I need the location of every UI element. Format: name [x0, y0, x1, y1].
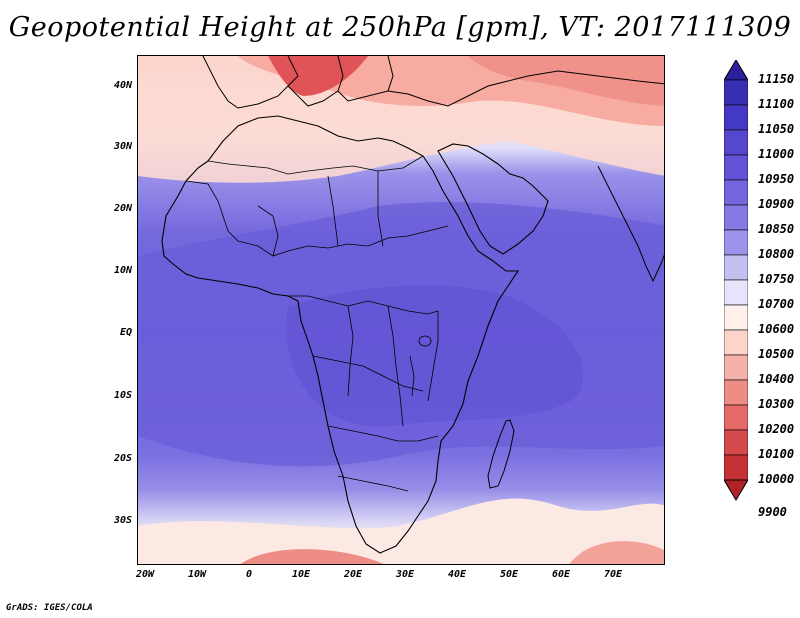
colorbar-label: 9900	[758, 505, 787, 519]
lake-victoria	[418, 335, 432, 347]
lat-label-20n: 20N	[113, 203, 132, 214]
colorbar-label: 10100	[758, 447, 795, 461]
colorbar-label: 10800	[758, 247, 795, 261]
colorbar-swatch	[723, 204, 749, 231]
lon-label-40e: 40E	[447, 569, 467, 580]
lat-label-30s: 30S	[113, 515, 132, 526]
colorbar-swatch	[723, 229, 749, 256]
field-contour-south-core	[240, 549, 384, 564]
colorbar-label: 10700	[758, 297, 795, 311]
chart-title: Geopotential Height at 250hPa [gpm], VT:…	[8, 12, 792, 43]
lon-label-70e: 70E	[603, 569, 623, 580]
madagascar-coastline	[487, 419, 515, 489]
grads-credit: GrADS: IGES/COLA	[6, 603, 93, 613]
colorbar-label: 11000	[758, 147, 795, 161]
field-contour-south-east	[569, 541, 664, 564]
colorbar-label: 10900	[758, 197, 795, 211]
india-coastline	[597, 165, 664, 283]
colorbar-label: 10600	[758, 322, 795, 336]
lon-label-20e: 20E	[343, 569, 363, 580]
colorbar-label: 11150	[758, 72, 795, 86]
colorbar-swatch	[723, 304, 749, 331]
lon-label-60e: 60E	[551, 569, 571, 580]
colorbar-swatch	[723, 454, 749, 481]
lat-label-10s: 10S	[113, 390, 132, 401]
colorbar-top-arrow	[723, 59, 749, 81]
colorbar-bottom-arrow	[723, 479, 749, 501]
colorbar-swatch	[723, 104, 749, 131]
colorbar-swatch	[723, 129, 749, 156]
colorbar	[723, 59, 749, 564]
colorbar-label: 10200	[758, 422, 795, 436]
colorbar-label: 10500	[758, 347, 795, 361]
colorbar-label: 10000	[758, 472, 795, 486]
colorbar-label: 11100	[758, 97, 795, 111]
colorbar-label: 10950	[758, 172, 795, 186]
country-borders	[185, 155, 449, 492]
field-contour-central-core	[286, 285, 584, 427]
lon-label-30e: 30E	[395, 569, 415, 580]
geopotential-field	[138, 56, 664, 564]
colorbar-swatch	[723, 429, 749, 456]
lat-label-20s: 20S	[113, 453, 132, 464]
colorbar-swatch	[723, 279, 749, 306]
colorbar-swatch	[723, 329, 749, 356]
colorbar-label: 10300	[758, 397, 795, 411]
colorbar-swatch	[723, 404, 749, 431]
lon-label-10w: 10W	[187, 569, 207, 580]
lat-label-30n: 30N	[113, 141, 132, 152]
africa-coastline	[161, 115, 520, 554]
colorbar-swatch	[723, 179, 749, 206]
lon-label-20w: 20W	[135, 569, 155, 580]
lat-label-eq: EQ	[119, 327, 132, 338]
lon-label-10e: 10E	[291, 569, 311, 580]
field-contour-south	[138, 498, 664, 564]
arabia-coastline	[437, 143, 549, 255]
lat-label-10n: 10N	[113, 265, 132, 276]
colorbar-label: 10400	[758, 372, 795, 386]
colorbar-label: 10850	[758, 222, 795, 236]
lon-label-0: 0	[245, 569, 253, 580]
colorbar-label: 10750	[758, 272, 795, 286]
colorbar-swatch	[723, 379, 749, 406]
colorbar-swatch	[723, 354, 749, 381]
colorbar-graphic	[723, 59, 749, 501]
colorbar-swatch	[723, 254, 749, 281]
map-panel	[137, 55, 665, 565]
lat-label-40n: 40N	[113, 80, 132, 91]
colorbar-swatch	[723, 154, 749, 181]
europe-coastline	[207, 65, 664, 109]
field-contour-north-east	[468, 56, 664, 106]
colorbar-label: 11050	[758, 122, 795, 136]
lake-tanganyika	[409, 355, 415, 397]
lon-label-50e: 50E	[499, 569, 519, 580]
colorbar-swatch	[723, 79, 749, 106]
europe-coastline-north	[202, 56, 394, 92]
